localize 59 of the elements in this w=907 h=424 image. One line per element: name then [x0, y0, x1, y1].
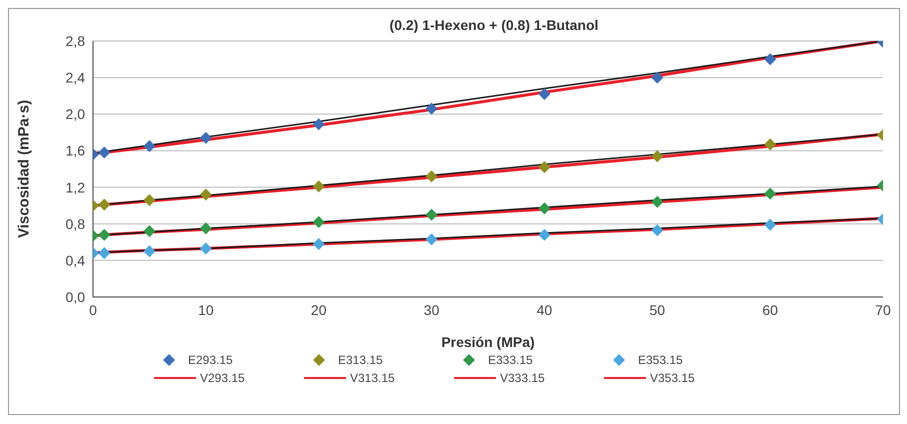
point [200, 222, 212, 234]
point [651, 150, 664, 162]
point [312, 180, 325, 192]
y-tick-label: 0,8 [66, 216, 86, 232]
point [98, 247, 110, 260]
x-tick-label: 50 [649, 302, 666, 318]
point [98, 146, 110, 159]
point [764, 188, 776, 200]
legend-label: E313.15 [338, 353, 383, 367]
legend-label: V333.15 [500, 371, 545, 385]
point [143, 194, 156, 206]
point [143, 245, 156, 258]
point [764, 138, 776, 150]
x-tick-label: 40 [536, 302, 552, 318]
point [98, 198, 110, 211]
x-tick-label: 0 [89, 302, 98, 318]
legend-label: V353.15 [650, 371, 695, 385]
point [426, 170, 438, 182]
point [143, 140, 156, 152]
point [764, 53, 776, 66]
point [200, 132, 212, 144]
x-tick-label: 30 [424, 302, 440, 318]
point [200, 188, 212, 201]
y-tick-label: 2,8 [66, 32, 86, 49]
legend-label: E293.15 [188, 353, 233, 367]
y-tick-label: 1,6 [66, 142, 86, 159]
point [651, 196, 664, 208]
point [143, 225, 156, 238]
point [426, 208, 438, 221]
y-tick-label: 0,0 [66, 288, 86, 305]
point [651, 72, 664, 84]
point [312, 118, 325, 130]
x-tick-label: 70 [875, 302, 891, 318]
x-axis-title: Presión (MPa) [441, 334, 535, 350]
y-axis-title: Viscosidad (mPa·s) [15, 100, 32, 238]
point [538, 161, 550, 174]
legend-label: E353.15 [638, 353, 683, 367]
point [426, 233, 438, 246]
point [651, 224, 664, 236]
legend-label: V293.15 [200, 371, 245, 385]
y-tick-label: 2,4 [66, 70, 86, 86]
legend-label: E333.15 [488, 353, 533, 367]
y-tick-label: 0,4 [66, 252, 86, 268]
point [312, 216, 325, 228]
point [538, 228, 550, 241]
point [538, 88, 550, 100]
chart-title: (0.2) 1-Hexeno + (0.8) 1-Butanol [388, 16, 600, 33]
x-tick-label: 60 [762, 302, 778, 318]
y-tick-label: 2,0 [66, 106, 86, 122]
x-tick-label: 20 [310, 302, 327, 318]
point [426, 102, 438, 115]
legend-label: V313.15 [350, 371, 395, 385]
y-tick-label: 1,2 [66, 179, 86, 196]
point [312, 238, 325, 250]
point [764, 218, 776, 231]
point [98, 228, 110, 241]
point [200, 242, 212, 255]
x-tick-label: 10 [198, 302, 214, 318]
point [538, 202, 550, 214]
